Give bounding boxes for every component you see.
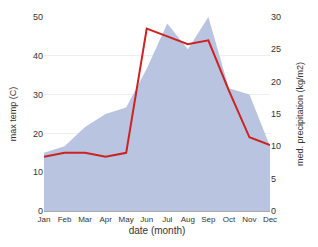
svg-text:Dec: Dec	[263, 215, 277, 224]
svg-text:Nov: Nov	[242, 215, 256, 224]
svg-text:max temp (C): max temp (C)	[8, 87, 18, 142]
svg-text:10: 10	[271, 141, 281, 151]
svg-text:Apr: Apr	[99, 215, 112, 224]
svg-text:May: May	[119, 215, 134, 224]
svg-text:5: 5	[271, 174, 276, 184]
svg-text:Jun: Jun	[140, 215, 153, 224]
svg-text:10: 10	[33, 167, 43, 177]
svg-text:Aug: Aug	[181, 215, 195, 224]
svg-text:Jan: Jan	[38, 215, 51, 224]
svg-text:25: 25	[271, 44, 281, 54]
svg-text:date (month): date (month)	[129, 225, 186, 236]
svg-text:Feb: Feb	[58, 215, 72, 224]
svg-text:20: 20	[271, 77, 281, 87]
svg-text:med. precipitation (kg/m2): med. precipitation (kg/m2)	[295, 62, 305, 166]
svg-text:20: 20	[33, 129, 43, 139]
svg-text:15: 15	[271, 109, 281, 119]
svg-text:40: 40	[33, 51, 43, 61]
svg-text:Jul: Jul	[162, 215, 172, 224]
svg-text:30: 30	[271, 12, 281, 22]
svg-text:Sep: Sep	[201, 215, 216, 224]
svg-text:0: 0	[38, 206, 43, 216]
svg-text:Mar: Mar	[78, 215, 92, 224]
svg-text:0: 0	[271, 206, 276, 216]
svg-text:30: 30	[33, 90, 43, 100]
svg-text:50: 50	[33, 12, 43, 22]
svg-text:Oct: Oct	[223, 215, 236, 224]
